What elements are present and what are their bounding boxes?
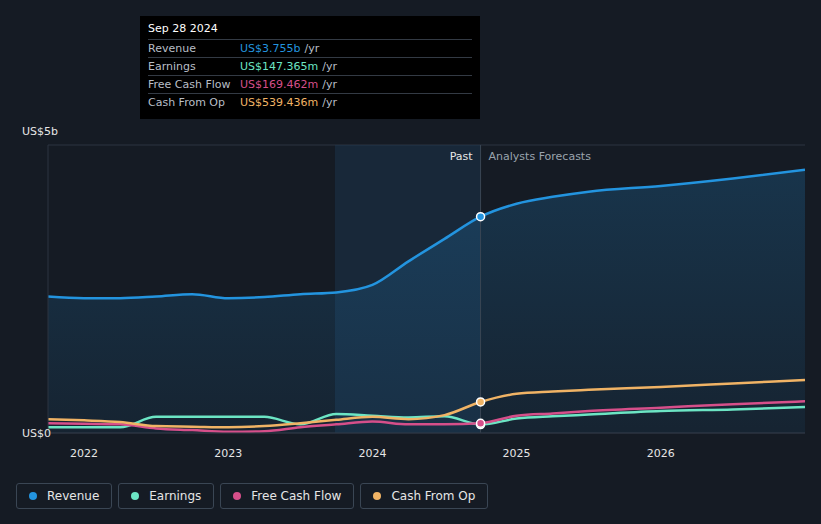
html-text:Revenue: Revenue bbox=[148, 42, 196, 55]
html-text:US$147.365m /yr: US$147.365m /yr bbox=[240, 60, 337, 73]
html-text:Earnings: Earnings bbox=[148, 60, 196, 73]
html-text:Free Cash Flow: Free Cash Flow bbox=[148, 78, 231, 91]
svg-text:Past: Past bbox=[450, 150, 474, 163]
svg-text:2026: 2026 bbox=[647, 447, 675, 460]
svg-text:2025: 2025 bbox=[503, 447, 531, 460]
html-text:US$539.436m /yr: US$539.436m /yr bbox=[240, 96, 337, 109]
html-text:US$3.755b /yr: US$3.755b /yr bbox=[240, 42, 320, 55]
html-text:Revenue: Revenue bbox=[47, 489, 100, 503]
html-text:Cash From Op: Cash From Op bbox=[148, 96, 225, 109]
svg-text:US$5b: US$5b bbox=[22, 125, 58, 138]
html-text:Cash From Op: Cash From Op bbox=[391, 489, 476, 503]
svg-text:2022: 2022 bbox=[70, 447, 98, 460]
svg-text:Analysts Forecasts: Analysts Forecasts bbox=[489, 150, 592, 163]
svg-text:US$0: US$0 bbox=[22, 427, 51, 440]
html-text:Earnings: Earnings bbox=[149, 489, 202, 503]
svg-text:2024: 2024 bbox=[358, 447, 386, 460]
html-text:Free Cash Flow: Free Cash Flow bbox=[251, 489, 342, 503]
html-text:Sep 28 2024: Sep 28 2024 bbox=[148, 22, 218, 35]
html-text:US$169.462m /yr: US$169.462m /yr bbox=[240, 78, 337, 91]
svg-text:2023: 2023 bbox=[214, 447, 242, 460]
